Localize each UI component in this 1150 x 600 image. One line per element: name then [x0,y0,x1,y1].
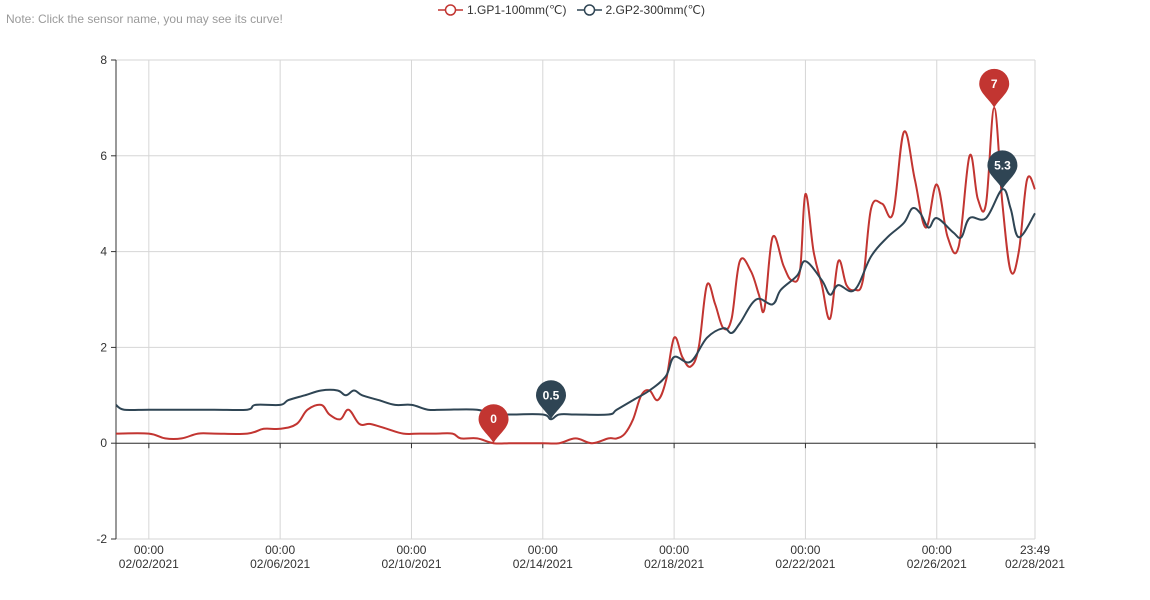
legend-label-gp2: 2.GP2-300mm(℃) [605,3,706,17]
marker-pin-s1-1: 0 [478,404,509,444]
x-tick-label-time: 00:00 [396,543,426,557]
y-tick-label: 2 [100,340,107,354]
marker-pin-s1-1-label: 0 [490,412,497,426]
y-tick-label: 6 [100,149,107,163]
y-tick-label: 8 [100,53,107,67]
axes: -20246800:0002/02/202100:0002/06/202100:… [96,53,1065,571]
series-lines [115,106,1036,445]
series-line-2 [115,188,1036,421]
y-tick-label: 0 [100,436,107,450]
y-tick-label: -2 [96,532,107,546]
chart-legend: 1.GP1-100mm(℃) 2.GP2-300mm(℃) [438,3,705,17]
marker-pin-s1-2-shape [979,68,1010,108]
legend-item-gp2[interactable]: 2.GP2-300mm(℃) [576,3,706,17]
marker-pin-s1-2: 7 [979,68,1010,108]
x-tick-label-time: 00:00 [922,543,952,557]
legend-swatch-gp1 [438,4,463,16]
marker-pin-s2-1-label: 0.5 [543,388,560,402]
marker-pin-s2-2-label: 5.3 [994,158,1011,172]
x-tick-label-time: 00:00 [134,543,164,557]
x-tick-label-time: 00:00 [659,543,689,557]
x-tick-label-date: 02/06/2021 [250,557,310,571]
marker-pin-s1-1-shape [478,404,509,444]
x-tick-label-date: 02/02/2021 [119,557,179,571]
note-text: Note: Click the sensor name, you may see… [6,12,283,26]
marker-pin-s2-2-shape [987,150,1018,190]
legend-swatch-gp2 [576,4,602,16]
marker-pin-s1-2-label: 7 [991,77,998,91]
x-tick-label-date: 02/10/2021 [381,557,441,571]
marker-pins: 0 7 0.5 5.3 [478,68,1018,444]
x-tick-label-date: 02/14/2021 [513,557,573,571]
y-tick-label: 4 [100,245,107,259]
legend-label-gp1: 1.GP1-100mm(℃) [467,3,567,17]
legend-item-gp1[interactable]: 1.GP1-100mm(℃) [438,3,567,17]
x-tick-label-date: 02/22/2021 [775,557,835,571]
x-tick-label-time: 00:00 [790,543,820,557]
marker-pin-s2-1: 0.5 [536,380,567,420]
series-line-1 [115,106,1036,445]
x-tick-label-date: 02/18/2021 [644,557,704,571]
x-tick-label-time: 00:00 [265,543,295,557]
x-tick-label-date: 02/28/2021 [1005,557,1065,571]
x-tick-label-time: 00:00 [528,543,558,557]
x-tick-label-time: 23:49 [1020,543,1050,557]
grid-lines [116,59,1036,540]
marker-pin-s2-1-shape [536,380,567,420]
x-tick-label-date: 02/26/2021 [907,557,967,571]
marker-pin-s2-2: 5.3 [987,150,1018,190]
